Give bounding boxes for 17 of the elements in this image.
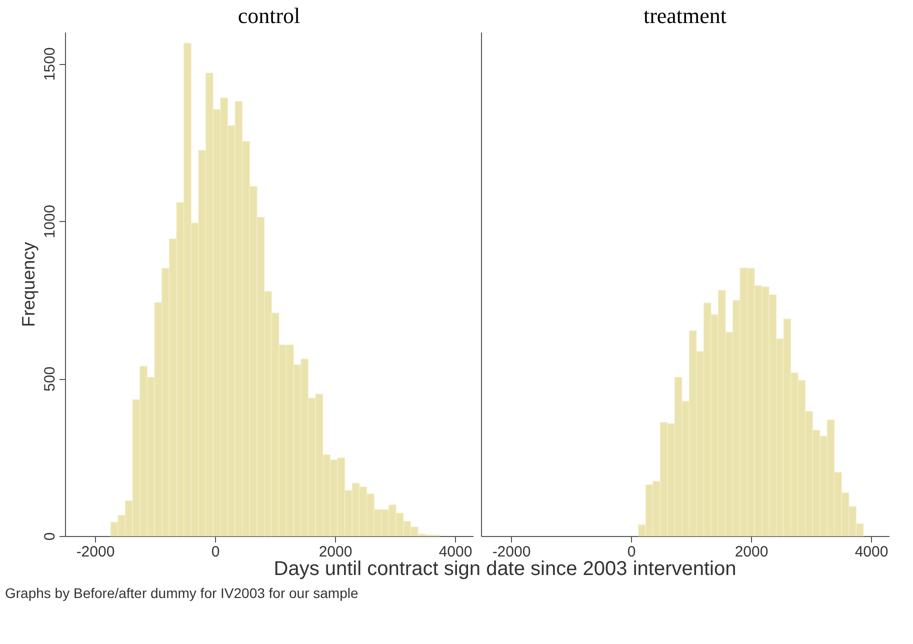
chart-title: control xyxy=(238,3,300,28)
x-axis-title: Days until contract sign date since 2003 intervention xyxy=(274,558,736,580)
text: Graphs by Before/after dummy for IV2003 for our sample xyxy=(5,585,358,601)
y-tick-label: 0 xyxy=(42,532,58,541)
x-tick-label: 4000 xyxy=(854,544,888,560)
chart-title: treatment xyxy=(643,3,727,28)
x-tick-label: 2000 xyxy=(318,544,352,560)
x-tick-label: -2000 xyxy=(76,544,115,560)
x-tick-label: 4000 xyxy=(438,544,472,560)
x-tick-label: 0 xyxy=(627,544,636,560)
y-tick-label: 1000 xyxy=(42,204,58,238)
y-axis-title: Frequency xyxy=(18,242,38,328)
x-tick-label: 0 xyxy=(211,544,220,560)
x-tick-label: 2000 xyxy=(734,544,768,560)
x-tick-label: -2000 xyxy=(492,544,531,560)
y-tick-label: 1500 xyxy=(42,47,58,81)
y-tick-label: 500 xyxy=(42,366,58,392)
